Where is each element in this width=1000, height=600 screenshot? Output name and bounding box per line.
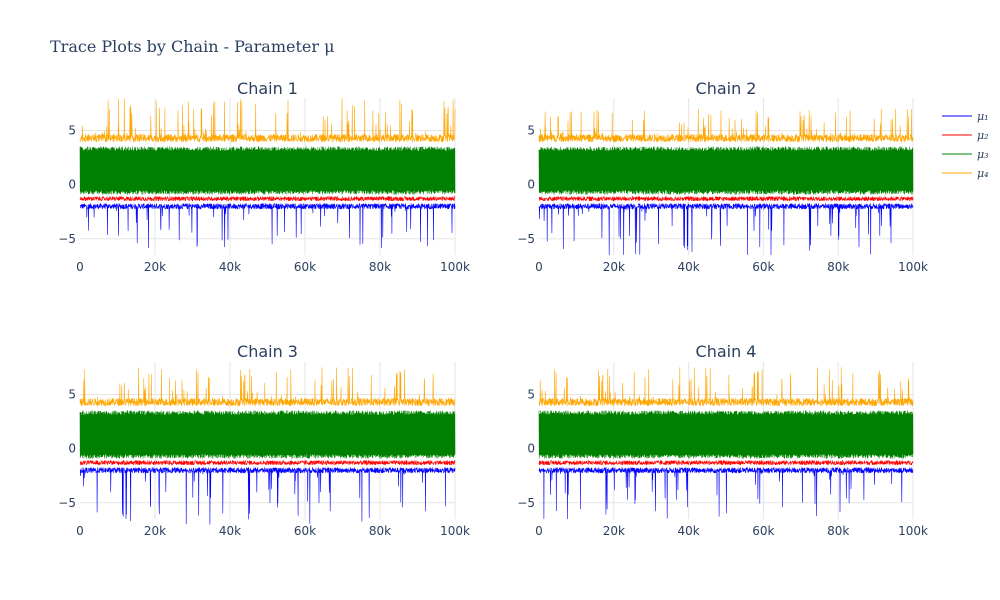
- x-tick-label: 20k: [144, 260, 166, 274]
- x-tick-label: 0: [535, 524, 543, 538]
- x-tick-label: 100k: [440, 260, 470, 274]
- trace-line-2: [79, 196, 456, 202]
- y-tick-label: 0: [68, 178, 76, 192]
- x-tick-label: 100k: [898, 524, 928, 538]
- x-tick-label: 20k: [603, 524, 625, 538]
- x-tick-label: 40k: [677, 260, 699, 274]
- subplot-chain-3: Chain 30 20k 40k 60k 80k 100k−505: [58, 342, 470, 538]
- legend-label: μ₄: [977, 167, 989, 180]
- trace-line-1: [538, 467, 914, 520]
- trace-line-4: [79, 367, 456, 407]
- y-tick-label: −5: [517, 232, 535, 246]
- trace-line-1: [538, 203, 914, 256]
- subplot-title: Chain 1: [237, 79, 298, 98]
- legend-label: μ₃: [977, 148, 989, 161]
- y-tick-label: 5: [527, 123, 535, 137]
- trace-line-3: [538, 146, 914, 195]
- legend-item-4[interactable]: μ₄: [942, 167, 989, 180]
- trace-line-2: [538, 460, 914, 466]
- x-tick-label: 60k: [294, 260, 316, 274]
- x-tick-label: 40k: [219, 260, 241, 274]
- chart-title: Trace Plots by Chain - Parameter μ: [50, 37, 335, 56]
- x-tick-label: 60k: [752, 524, 774, 538]
- x-tick-label: 0: [76, 524, 84, 538]
- y-tick-label: 5: [527, 387, 535, 401]
- trace-line-1: [79, 467, 456, 525]
- y-tick-label: 5: [68, 387, 76, 401]
- x-tick-label: 20k: [603, 260, 625, 274]
- y-tick-label: −5: [517, 496, 535, 510]
- legend-item-1[interactable]: μ₁: [942, 110, 989, 123]
- x-tick-label: 40k: [677, 524, 699, 538]
- x-tick-label: 80k: [827, 524, 849, 538]
- x-tick-label: 20k: [144, 524, 166, 538]
- trace-line-2: [79, 460, 456, 466]
- x-tick-label: 80k: [369, 524, 391, 538]
- y-tick-label: −5: [58, 232, 76, 246]
- trace-line-2: [538, 196, 914, 202]
- x-tick-label: 80k: [369, 260, 391, 274]
- x-tick-label: 100k: [898, 260, 928, 274]
- legend-item-2[interactable]: μ₂: [942, 129, 989, 142]
- trace-line-3: [79, 410, 456, 459]
- legend[interactable]: μ₁ μ₂ μ₃ μ₄: [942, 110, 989, 180]
- legend-label: μ₁: [977, 110, 989, 123]
- subplot-chain-4: Chain 40 20k 40k 60k 80k 100k−505: [517, 342, 928, 538]
- subplot-chain-1: Chain 10 20k 40k 60k 80k 100k−505: [58, 79, 470, 274]
- x-tick-label: 100k: [440, 524, 470, 538]
- x-tick-label: 60k: [294, 524, 316, 538]
- trace-line-4: [538, 367, 914, 407]
- trace-line-4: [538, 108, 914, 143]
- y-tick-label: −5: [58, 496, 76, 510]
- x-tick-label: 0: [76, 260, 84, 274]
- legend-item-3[interactable]: μ₃: [942, 148, 989, 161]
- trace-line-4: [79, 98, 456, 143]
- legend-label: μ₂: [977, 129, 989, 142]
- x-tick-label: 40k: [219, 524, 241, 538]
- y-tick-label: 0: [527, 442, 535, 456]
- x-tick-label: 80k: [827, 260, 849, 274]
- trace-line-3: [79, 146, 456, 195]
- trace-line-3: [538, 410, 914, 459]
- y-tick-label: 5: [68, 123, 76, 137]
- y-tick-label: 0: [68, 442, 76, 456]
- trace-line-1: [79, 203, 456, 249]
- subplot-chain-2: Chain 20 20k 40k 60k 80k 100k−505: [517, 79, 928, 274]
- y-tick-label: 0: [527, 178, 535, 192]
- subplot-title: Chain 2: [696, 79, 757, 98]
- subplot-title: Chain 4: [696, 342, 757, 361]
- x-tick-label: 0: [535, 260, 543, 274]
- x-tick-label: 60k: [752, 260, 774, 274]
- subplot-title: Chain 3: [237, 342, 298, 361]
